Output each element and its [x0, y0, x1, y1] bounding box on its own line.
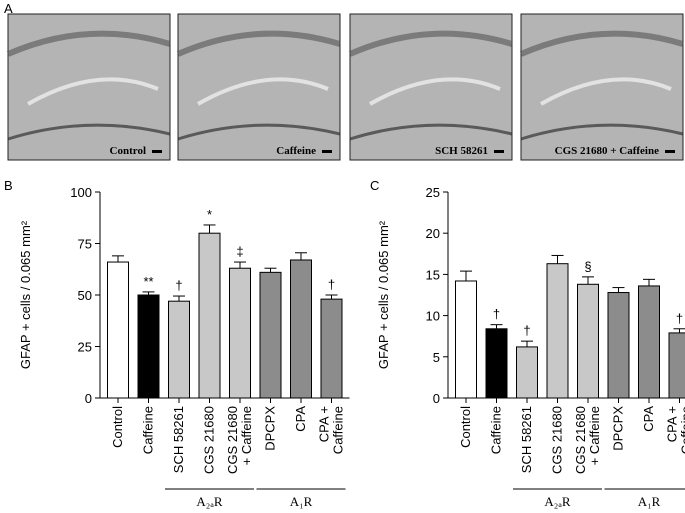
bar — [168, 300, 190, 399]
tissue-layer — [369, 77, 501, 106]
image-label: SCH 58261 — [435, 145, 488, 157]
scale-bar — [152, 150, 162, 153]
x-tick-label: SCH 58261 — [519, 406, 534, 473]
tissue-layer — [6, 30, 171, 57]
bar — [259, 271, 282, 399]
significance-marker: † — [523, 323, 530, 338]
significance-marker: † — [676, 311, 683, 326]
y-tick-label: 75 — [78, 237, 92, 252]
bar — [320, 298, 343, 399]
y-tick-label: 25 — [426, 185, 440, 200]
x-tick-label: CGS 21680+ Caffeine — [225, 406, 254, 474]
panel-label: B — [4, 178, 13, 193]
group-label: A₂ₐR — [196, 494, 222, 509]
x-tick-label: CPA — [293, 406, 308, 432]
x-tick-label: CGS 21680 — [202, 406, 217, 474]
significance-marker: ** — [143, 274, 153, 289]
tissue-layer — [27, 77, 159, 106]
y-tick-label: 10 — [426, 309, 440, 324]
micrograph: CGS 21680 + Caffeine — [519, 13, 684, 161]
x-tick-label: Caffeine — [141, 406, 156, 454]
image-label: Caffeine — [276, 145, 316, 157]
y-tick-label: 25 — [78, 340, 92, 355]
bar — [290, 259, 312, 399]
x-tick-label: CPA — [641, 406, 656, 432]
group-label: A₂ₐR — [544, 494, 570, 509]
bar — [137, 294, 160, 399]
group-label: A₁R — [638, 494, 661, 509]
bar — [668, 332, 685, 399]
bar — [577, 283, 599, 399]
tissue-layer — [7, 123, 171, 141]
tissue-layer — [177, 123, 341, 141]
scale-bar — [322, 150, 332, 153]
micrograph: Control — [6, 13, 171, 161]
x-tick-label: SCH 58261 — [171, 406, 186, 473]
bar — [485, 328, 508, 399]
tissue-layer — [540, 77, 672, 106]
panel-label: A — [4, 1, 13, 16]
bar — [638, 285, 660, 399]
bar — [546, 263, 569, 399]
bar — [229, 267, 251, 399]
significance-marker: § — [584, 259, 591, 274]
tissue-layer — [348, 30, 513, 57]
significance-marker: † — [493, 307, 500, 322]
image-label: Control — [110, 145, 146, 157]
significance-marker: * — [207, 207, 212, 222]
x-tick-label: CGS 21680+ Caffeine — [573, 406, 602, 474]
y-tick-label: 0 — [85, 391, 92, 406]
y-axis-label: GFAP + cells / 0.065 mm² — [376, 220, 391, 369]
bar — [198, 232, 221, 399]
x-tick-label: Control — [458, 406, 473, 448]
tissue-layer — [519, 30, 684, 57]
y-tick-label: 5 — [433, 350, 440, 365]
bar — [107, 261, 129, 399]
significance-marker: † — [328, 277, 335, 292]
bar — [516, 346, 538, 399]
bar — [455, 280, 477, 399]
x-tick-label: CGS 21680 — [550, 406, 565, 474]
tissue-layer — [520, 123, 684, 141]
scale-bar — [494, 150, 504, 153]
tissue-layer — [197, 77, 329, 106]
y-axis-label: GFAP + cells / 0.065 mm² — [18, 220, 33, 369]
x-tick-label: CPA +Caffeine — [316, 406, 345, 454]
x-tick-label: CPA +Caffeine — [664, 406, 685, 454]
y-tick-label: 0 — [433, 391, 440, 406]
scale-bar — [665, 150, 675, 153]
significance-marker: ‡ — [236, 244, 243, 259]
x-tick-label: Caffeine — [489, 406, 504, 454]
image-label: CGS 21680 + Caffeine — [555, 145, 659, 157]
tissue-layer — [176, 30, 341, 57]
bar — [607, 292, 630, 399]
y-tick-label: 15 — [426, 267, 440, 282]
micrograph: Caffeine — [176, 13, 341, 161]
y-tick-label: 100 — [70, 185, 92, 200]
y-tick-label: 20 — [426, 226, 440, 241]
group-label: A₁R — [290, 494, 313, 509]
micrograph: SCH 58261 — [348, 13, 513, 161]
x-tick-label: Control — [110, 406, 125, 448]
y-tick-label: 50 — [78, 288, 92, 303]
significance-marker: † — [175, 278, 182, 293]
x-tick-label: DPCPX — [263, 406, 278, 451]
x-tick-label: DPCPX — [611, 406, 626, 451]
panel-label: C — [370, 178, 379, 193]
tissue-layer — [349, 123, 513, 141]
